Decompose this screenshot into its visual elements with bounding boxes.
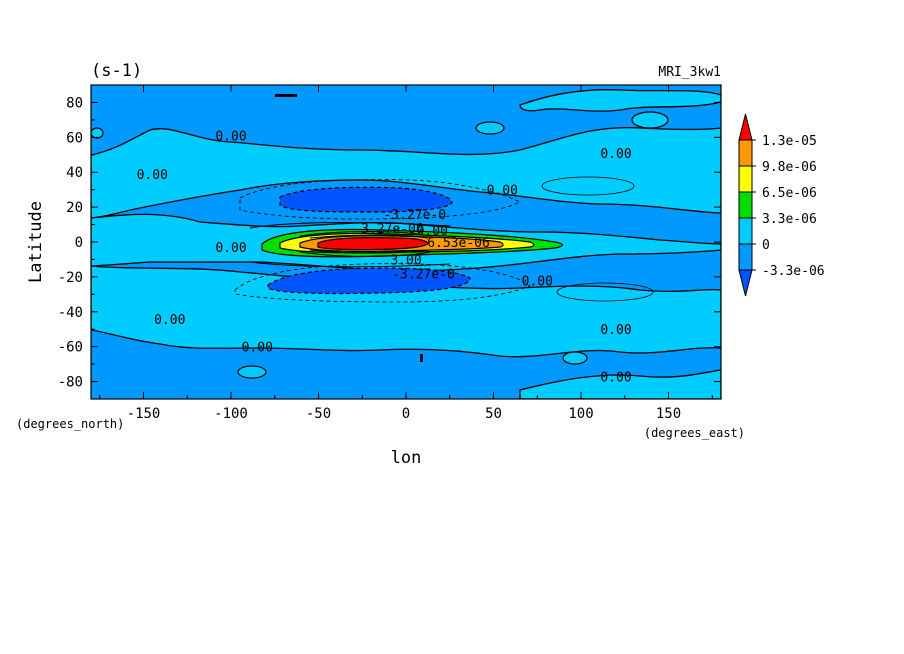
chart-subtitle: MRI_3kw1 [658,65,721,80]
negative-core-north [279,186,453,213]
y-tick-label: -60 [58,340,83,356]
plot-area: 0.000.000.000.000.00-3.27e-0-3.27e-060.0… [91,85,721,399]
contour-label: 6.53e-06 [427,236,490,251]
y-tick-label: -40 [58,305,83,321]
negative-core-south [267,267,471,295]
y-tick-label: 0 [75,235,83,251]
cyan-patch [562,351,588,365]
colorbar-label: 1.3e-05 [762,134,817,149]
colorbar-extend-bottom [738,269,753,297]
negative-contour-line [239,179,521,220]
colorbar-segment [738,139,753,167]
y-tick-label: 40 [66,165,83,181]
x-tick-label: 150 [656,406,681,422]
equatorial-contour-lines [249,222,451,268]
colorbar-label: -3.3e-06 [762,264,825,279]
contour-label: 0.00 [417,224,448,239]
contour-label: 0.00 [600,370,631,385]
cyan-band-south-polar [519,369,721,399]
x-tick-label: -50 [306,406,331,422]
contour-label: -3.27e-0 [383,208,446,223]
y-units-label: (degrees_north) [16,417,124,431]
negative-contour-line [234,263,531,303]
colorbar-label: 9.8e-06 [762,160,817,175]
y-tick-label: -20 [58,270,83,286]
thin-contour [556,282,654,302]
y-axis-label: Latitude [26,201,46,283]
cyan-patch [631,111,669,129]
x-tick-label: 50 [485,406,502,422]
x-tick-label: 0 [402,406,410,422]
contour-label: 0.00 [215,241,246,256]
colorbar-segment [738,191,753,219]
colorbar-segment [738,217,753,245]
colorbar-extend-top [738,113,753,141]
colorbar-label: 0 [762,238,770,253]
contour-blob [275,94,297,97]
colorbar-label: 3.3e-06 [762,212,817,227]
contour-label: 0.00 [522,274,553,289]
y-tick-label: 80 [66,95,83,111]
chart-title: (s-1) [91,61,142,81]
x-units-label: (degrees_east) [644,426,745,440]
contour-labels: 0.000.000.000.000.00-3.27e-0-3.27e-060.0… [137,130,632,386]
contour-label: 0.00 [600,323,631,338]
colorbar-label: 6.5e-06 [762,186,817,201]
positive-band-red [317,237,429,251]
contour-label: 3.00 [390,253,421,268]
x-tick-label: 100 [568,406,593,422]
contour-label: 0.00 [242,341,273,356]
cyan-band-north [91,126,721,219]
y-axis: 80 60 40 20 0 -20 -40 -60 -80 [58,84,721,400]
x-tick-label: -150 [127,406,161,422]
contour-label: 0.00 [215,130,246,145]
x-tick-label: -100 [214,406,248,422]
contour-label: 0.00 [600,147,631,162]
y-tick-label: -80 [58,375,83,391]
cyan-band-north-polar [519,89,721,112]
contour-label: 0.00 [137,168,168,183]
colorbar: 1.3e-05 9.8e-06 6.5e-06 3.3e-06 0 -3.3e-06 [738,113,825,297]
thin-contour [541,176,635,196]
y-tick-label: 20 [66,200,83,216]
contour-blob [420,354,423,362]
colorbar-segment [738,165,753,193]
contour-label: 0.00 [487,184,518,199]
cyan-patch [91,127,104,139]
y-tick-label: 60 [66,130,83,146]
contour-label: -3.27e-06 [353,222,423,237]
x-axis-label: lon [391,448,422,468]
contour-label: -3.27e-0 [392,267,455,282]
cyan-patch [237,365,267,379]
x-axis: -150 -100 -50 0 50 100 150 [99,85,713,422]
contour-label: 0.00 [154,313,185,328]
cyan-patch [475,121,505,135]
colorbar-segment [738,243,753,271]
